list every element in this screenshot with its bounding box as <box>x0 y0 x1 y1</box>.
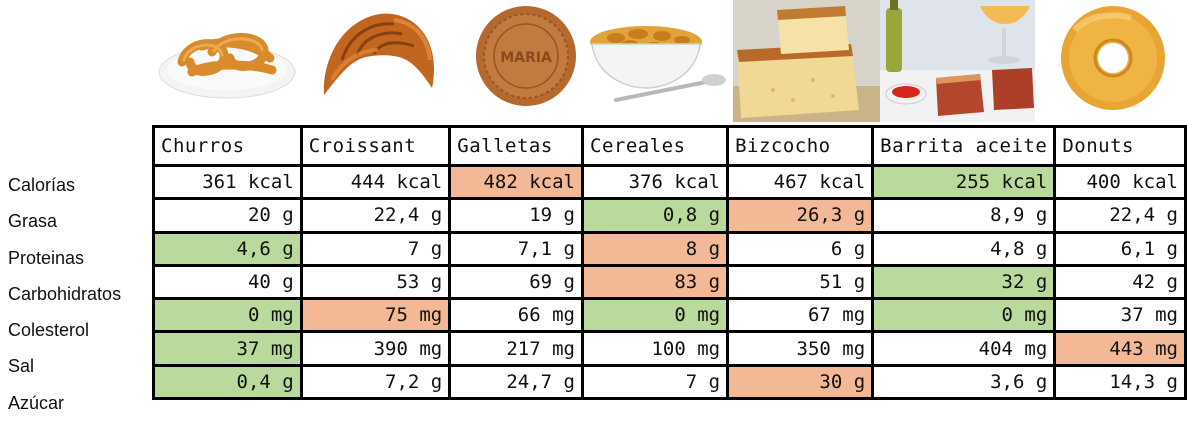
table-cell: 83 g <box>580 263 730 301</box>
table-cell: 19 g <box>448 197 584 234</box>
table-cell: 361 kcal <box>152 163 303 201</box>
table-cell: 0 mg <box>152 297 303 334</box>
table-cell: 390 mg <box>299 330 452 367</box>
table-cell: 40 g <box>152 263 303 301</box>
table-cell: 6,1 g <box>1053 230 1187 267</box>
row-label: Calorías <box>8 175 76 195</box>
table-cell: 20 g <box>152 197 303 234</box>
column-header: Cereales <box>580 125 730 167</box>
table-cell: 6 g <box>726 230 875 267</box>
row-label: Azúcar <box>8 392 65 413</box>
table-row: 0 mg 75 mg 66 mg 0 mg 67 mg 0 mg 37 mg <box>152 297 1187 334</box>
sponge-cake-image <box>733 0 880 122</box>
nutrition-table: Churros Croissant Galletas Cereales Bizcocho… <box>152 125 1187 401</box>
table-cell: 7 g <box>580 363 730 401</box>
table-cell: 53 g <box>299 263 452 301</box>
table-cell: 22,4 g <box>299 197 452 234</box>
column-header: Croissant <box>299 125 452 167</box>
toast-with-oil-image <box>880 0 1035 122</box>
table-row: 40 g 53 g 69 g 83 g 51 g 32 g 42 g <box>152 263 1187 301</box>
table-cell: 67 mg <box>726 297 875 334</box>
column-header: Galletas <box>448 125 584 167</box>
table-cell: 32 g <box>871 263 1057 301</box>
table-cell: 444 kcal <box>299 163 452 201</box>
row-labels: Calorías Grasa Proteinas Carbohidratos Coles… <box>0 167 152 421</box>
table-cell: 51 g <box>726 263 875 301</box>
cookie-image: MARIA <box>452 0 586 122</box>
row-label: Colesterol <box>8 320 90 341</box>
table-cell: 7,2 g <box>299 363 452 401</box>
table-cell: 75 mg <box>299 297 452 334</box>
table-cell: 4,6 g <box>152 230 303 267</box>
table-cell: 26,3 g <box>726 197 875 234</box>
table-cell: 467 kcal <box>726 163 875 201</box>
table-row: 20 g 22,4 g 19 g 0,8 g 26,3 g 8,9 g 22,4 g <box>152 197 1187 234</box>
food-images-row: MARIA <box>0 0 1187 122</box>
table-cell: 255 kcal <box>871 163 1057 201</box>
table-cell: 7,1 g <box>448 230 584 267</box>
table-cell: 22,4 g <box>1053 197 1187 234</box>
table-cell: 4,8 g <box>871 230 1057 267</box>
table-cell: 3,6 g <box>871 363 1057 401</box>
table-cell: 69 g <box>448 263 584 301</box>
table-cell: 376 kcal <box>580 163 730 201</box>
row-label: Proteinas <box>8 247 85 268</box>
table-cell: 0 mg <box>580 297 730 334</box>
table-cell: 0 mg <box>871 297 1057 334</box>
table-cell: 37 mg <box>152 330 303 367</box>
row-label: Carbohidratos <box>8 283 122 304</box>
row-label: Sal <box>8 356 35 377</box>
column-header: Bizcocho <box>726 125 875 167</box>
churros-image <box>152 0 302 122</box>
column-header: Barrita aceite <box>871 125 1057 167</box>
row-label: Grasa <box>8 211 58 232</box>
table-cell: 0,4 g <box>152 363 303 401</box>
donut-image <box>1035 0 1187 122</box>
table-cell: 8,9 g <box>871 197 1057 234</box>
table-cell: 14,3 g <box>1053 363 1187 401</box>
table-cell: 0,8 g <box>580 197 730 234</box>
table-cell: 350 mg <box>726 330 875 367</box>
table-cell: 100 mg <box>580 330 730 367</box>
cereal-bowl-image <box>586 0 733 122</box>
table-cell: 30 g <box>726 363 875 401</box>
column-header: Churros <box>152 125 303 167</box>
table-cell: 8 g <box>580 230 730 267</box>
column-header: Donuts <box>1053 125 1187 167</box>
table-cell: 42 g <box>1053 263 1187 301</box>
table-cell: 217 mg <box>448 330 584 367</box>
table-row: 37 mg 390 mg 217 mg 100 mg 350 mg 404 mg 443 m… <box>152 330 1187 367</box>
table-cell: 66 mg <box>448 297 584 334</box>
croissant-image <box>302 0 452 122</box>
table-cell: 400 kcal <box>1053 163 1187 201</box>
table-cell: 443 mg <box>1053 330 1187 367</box>
cookie-text: MARIA <box>500 50 552 66</box>
table-cell: 482 kcal <box>448 163 584 201</box>
table-header-row: Churros Croissant Galletas Cereales Bizcocho… <box>152 125 1187 167</box>
table-cell: 37 mg <box>1053 297 1187 334</box>
table-cell: 24,7 g <box>448 363 584 401</box>
table-cell: 7 g <box>299 230 452 267</box>
table-row: 361 kcal 444 kcal 482 kcal 376 kcal 467 kcal… <box>152 163 1187 201</box>
table-cell: 404 mg <box>871 330 1057 367</box>
